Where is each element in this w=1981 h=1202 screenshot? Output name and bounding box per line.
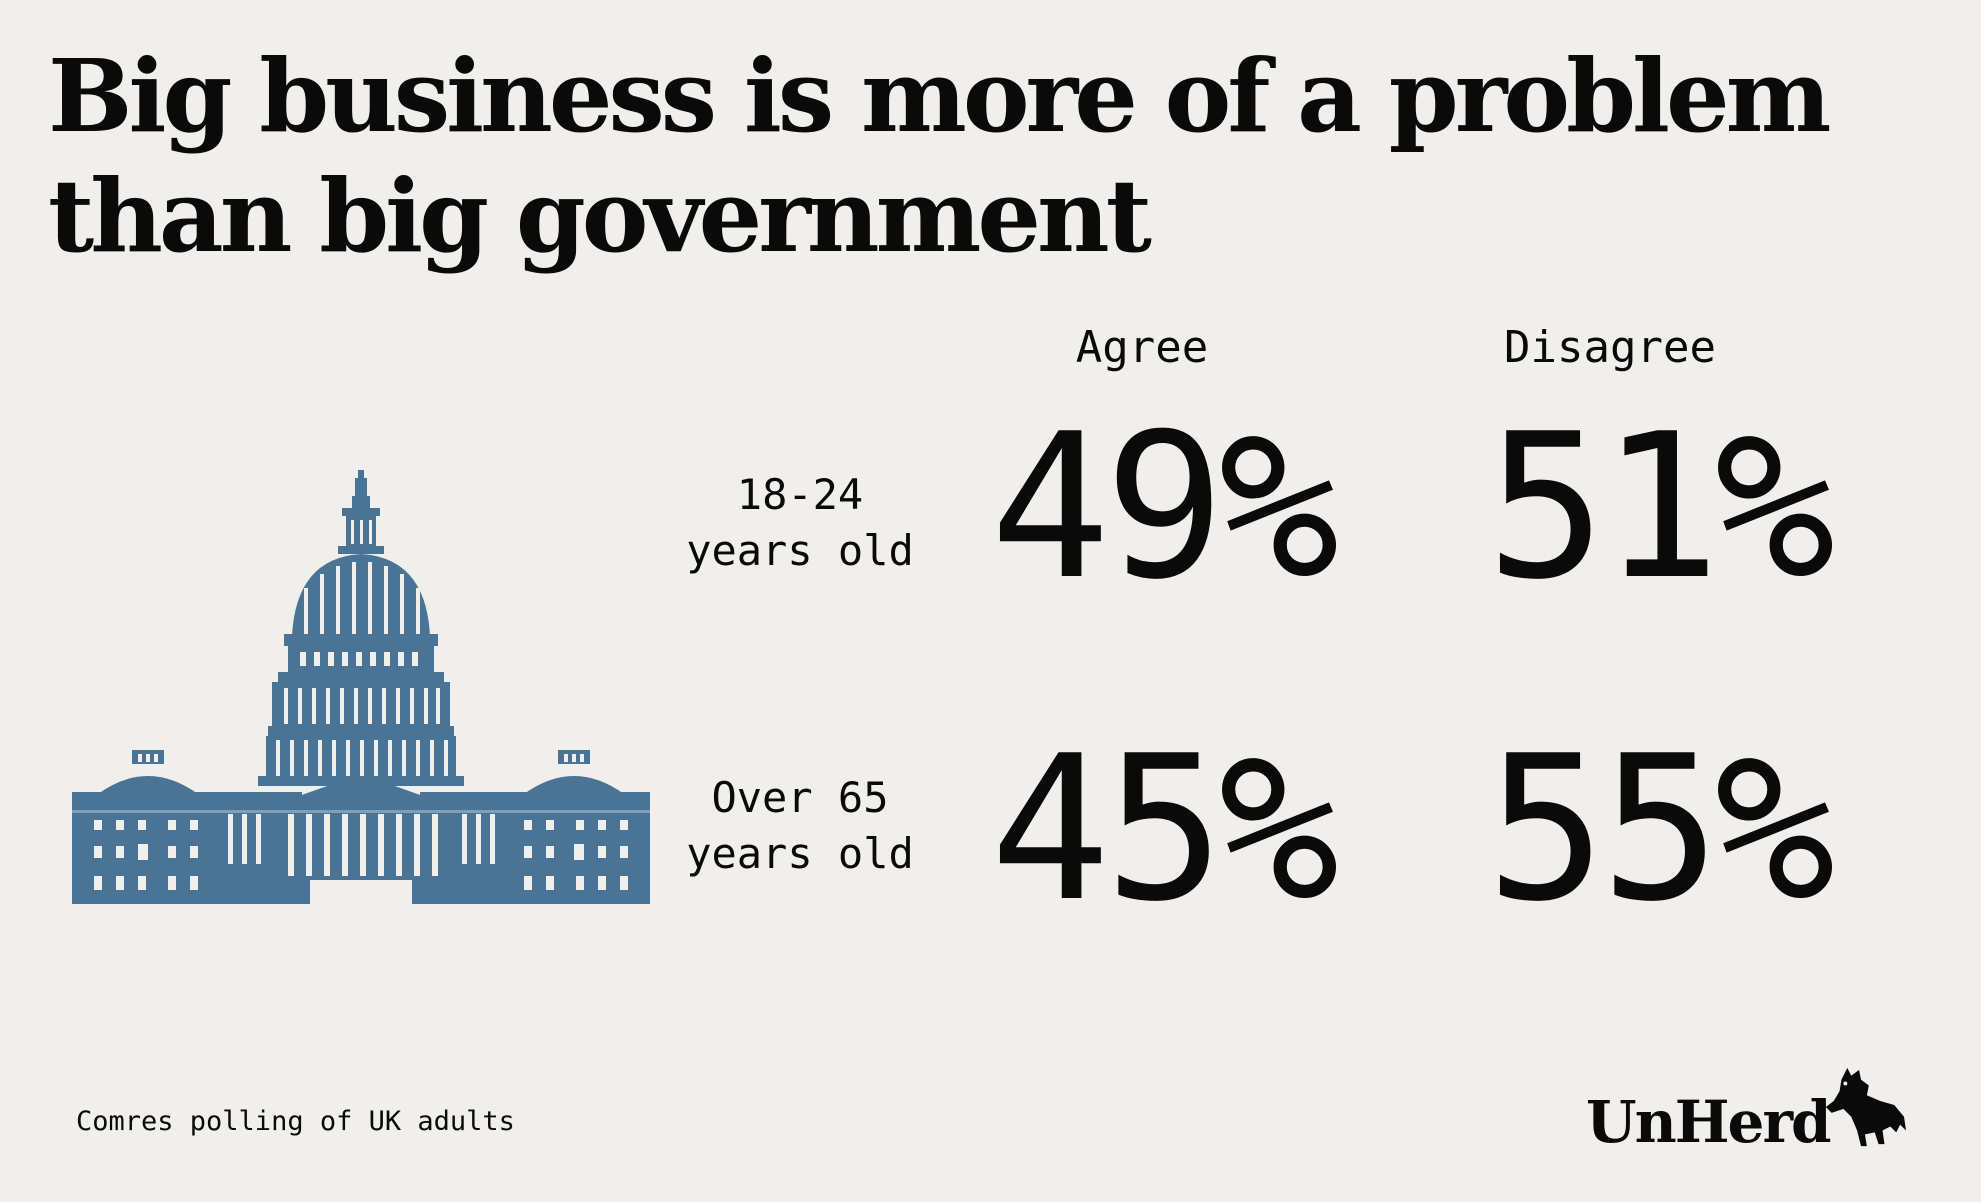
column-header-agree: Agree [1075, 322, 1209, 373]
row-label-over-65: Over 65 years old [640, 770, 960, 882]
capitol-building-icon [72, 470, 650, 904]
logo-text: UnHerd [1586, 1088, 1832, 1156]
row-label-18-24: 18-24 years old [640, 467, 960, 579]
row-label-line-2: years old [686, 829, 914, 878]
value-18-24-disagree: 51% [1486, 391, 1835, 624]
unherd-logo: UnHerd [1586, 1060, 1906, 1160]
column-header-disagree: Disagree [1504, 322, 1716, 373]
value-over-65-disagree: 55% [1486, 713, 1835, 946]
value-18-24-agree: 49% [990, 391, 1339, 624]
value-over-65-agree: 45% [990, 713, 1339, 946]
bull-icon [1825, 1067, 1906, 1147]
row-label-line-2: years old [686, 526, 914, 575]
chart-title: Big business is more of a problem than b… [48, 36, 1848, 276]
source-note: Comres polling of UK adults [76, 1106, 515, 1137]
title-line-1: Big business is more of a problem [48, 37, 1831, 155]
row-label-line-1: 18-24 [736, 470, 864, 519]
row-label-line-1: Over 65 [711, 773, 889, 822]
title-line-2: than big government [48, 157, 1152, 275]
